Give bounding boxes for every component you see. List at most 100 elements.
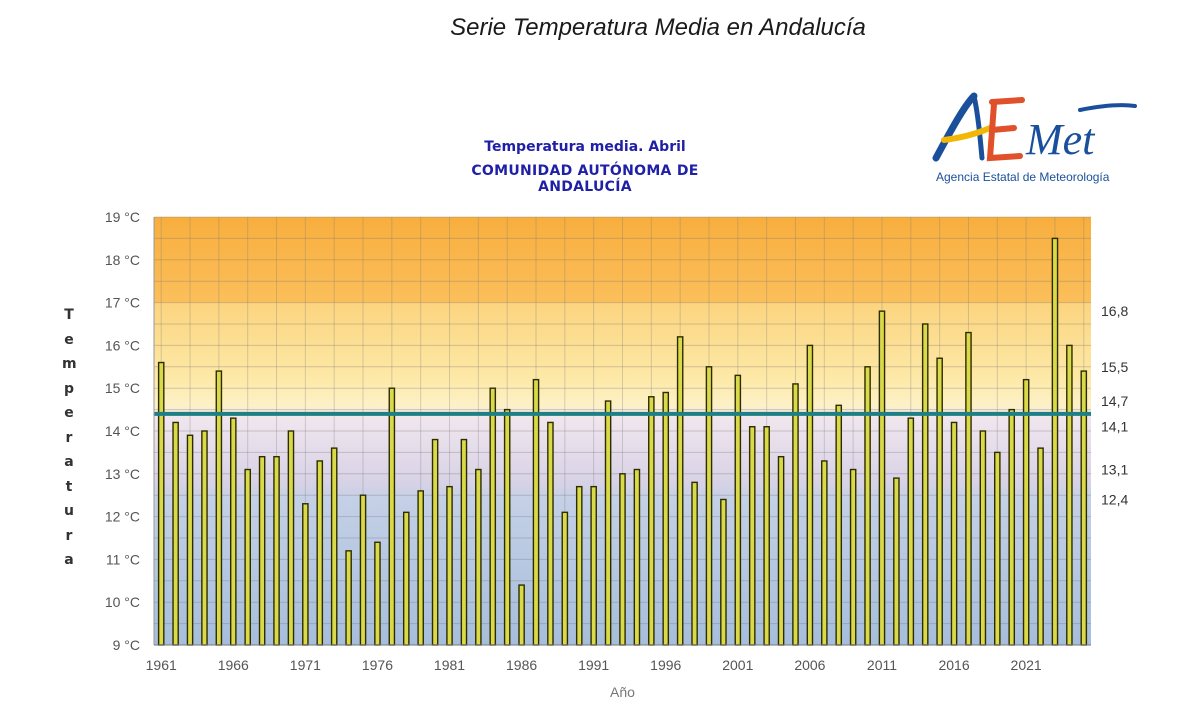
x-tick-label: 2016	[938, 657, 969, 673]
bar	[979, 430, 987, 646]
bar	[633, 468, 641, 646]
x-tick-label: 1996	[650, 657, 681, 673]
bar	[893, 477, 900, 646]
reference-level-label: 14,7	[1101, 393, 1128, 409]
bar	[705, 366, 713, 646]
x-tick-label: 1966	[218, 657, 249, 673]
bar	[503, 408, 511, 646]
x-tick-label: 1976	[362, 657, 393, 673]
bar	[676, 336, 684, 646]
y-tick-label: 12 °C	[105, 509, 140, 525]
y-axis-label-letter: e	[64, 405, 74, 421]
bar	[965, 331, 972, 646]
x-tick-label: 2001	[722, 657, 753, 673]
bar	[460, 438, 468, 646]
bar	[330, 447, 338, 646]
logo-subtitle: Agencia Estatal de Meteorología	[936, 170, 1110, 184]
bar	[878, 310, 886, 646]
x-tick-label: 1986	[506, 657, 537, 673]
bar	[777, 455, 785, 646]
bar	[648, 396, 655, 646]
bar	[446, 485, 453, 646]
bar	[950, 421, 958, 646]
bar	[388, 387, 396, 646]
y-tick-label: 16 °C	[105, 337, 140, 353]
y-axis-label-letter: a	[64, 454, 74, 470]
bar	[201, 430, 208, 646]
bar	[806, 344, 814, 646]
x-tick-label: 2006	[794, 657, 825, 673]
bar	[172, 421, 179, 646]
y-axis-label-letter: m	[62, 356, 77, 372]
bar	[532, 378, 540, 646]
y-tick-label: 14 °C	[105, 423, 140, 439]
reference-level-label: 12,4	[1101, 491, 1128, 507]
bar	[345, 550, 352, 646]
bar	[359, 494, 367, 646]
bar	[936, 357, 943, 646]
aemet-logo: Met Agencia Estatal de Meteorología	[932, 92, 1137, 184]
y-tick-label: 11 °C	[106, 551, 140, 567]
y-axis-label-letter: r	[65, 527, 73, 544]
bar	[691, 481, 698, 646]
bar	[575, 485, 583, 646]
reference-level-label: 14,1	[1101, 419, 1128, 435]
bar	[662, 391, 670, 646]
bar	[258, 455, 266, 646]
bar	[157, 361, 165, 646]
y-tick-label: 10 °C	[105, 594, 140, 610]
y-tick-label: 9 °C	[113, 637, 140, 653]
bar	[417, 490, 424, 646]
bar	[374, 541, 381, 646]
bar	[431, 438, 439, 646]
page-title: Serie Temperatura Media en Andalucía	[450, 14, 866, 41]
plot-area: 9 °C 10 °C 11 °C 12 °C 13 °C 14 °C 15 °C 16 °C 1…	[105, 209, 1129, 700]
y-tick-label: 13 °C	[105, 466, 140, 482]
bar	[302, 503, 309, 646]
bar	[864, 366, 871, 646]
y-tick-label: 19 °C	[105, 209, 140, 225]
x-tick-label: 1991	[578, 657, 609, 673]
bar	[994, 451, 1001, 646]
bar	[229, 417, 237, 646]
y-tick-label: 18 °C	[105, 252, 140, 268]
svg-text:Met: Met	[1025, 115, 1096, 164]
reference-level-label: 15,5	[1101, 359, 1128, 375]
reference-level-label: 16,8	[1101, 303, 1128, 319]
bar	[1008, 408, 1016, 646]
x-tick-label: 2021	[1011, 657, 1042, 673]
bar	[547, 421, 554, 646]
bar	[402, 511, 410, 646]
bar	[748, 426, 756, 646]
y-axis-label-letter: u	[64, 503, 74, 519]
y-axis-label-letter: a	[64, 552, 74, 568]
bar	[475, 468, 482, 646]
bar	[921, 323, 929, 646]
bar	[1022, 378, 1030, 646]
bar	[518, 584, 525, 646]
chart-title: Temperatura media. Abril	[484, 139, 686, 155]
y-tick-label: 17 °C	[105, 295, 140, 311]
y-axis-label-letter: T	[64, 307, 74, 323]
bar	[720, 498, 727, 646]
bar	[835, 404, 843, 646]
bar	[1051, 237, 1059, 646]
x-tick-label: 1961	[146, 657, 177, 673]
x-tick-label: 1971	[290, 657, 321, 673]
bar	[244, 468, 251, 646]
bar	[604, 400, 612, 646]
y-axis-label-letter: p	[63, 380, 75, 397]
y-axis-label-letter: t	[65, 478, 73, 495]
x-tick-label: 2011	[867, 657, 897, 673]
chart-subtitle: COMUNIDAD AUTÓNOMA DE ANDALUCÍA	[471, 163, 699, 195]
bar	[316, 460, 324, 646]
y-axis-label-letter: r	[65, 429, 73, 446]
x-axis-label: Año	[610, 684, 635, 700]
y-tick-label: 15 °C	[105, 380, 140, 396]
bar	[907, 417, 915, 646]
bar	[590, 485, 597, 646]
bar	[287, 430, 295, 646]
bar	[1066, 344, 1073, 646]
